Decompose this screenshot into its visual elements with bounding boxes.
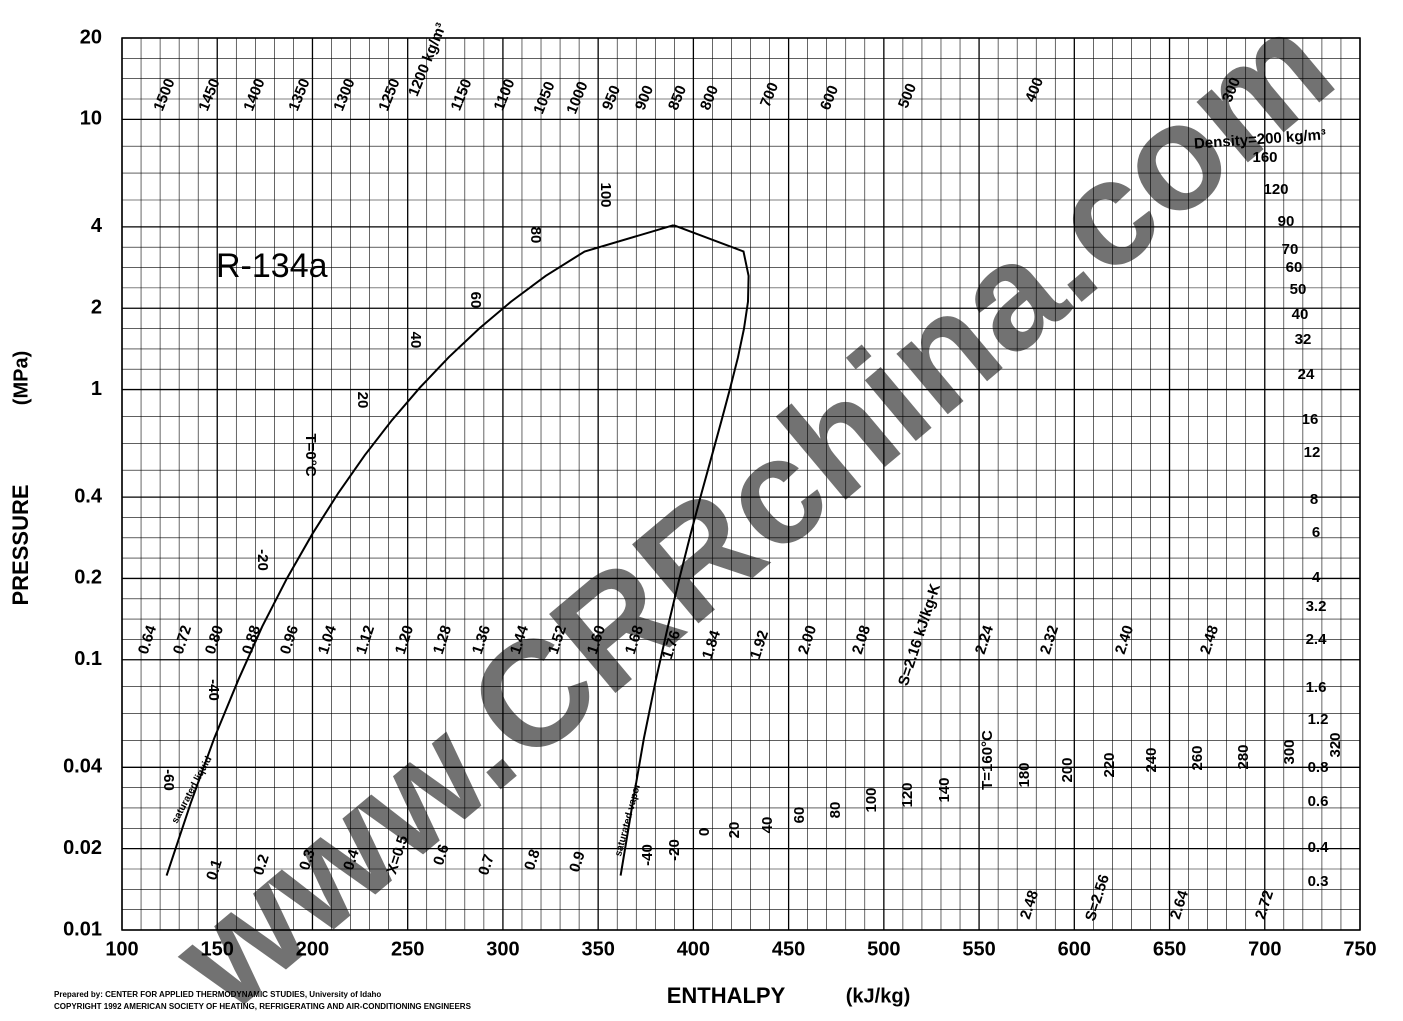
saturation-line — [165, 224, 674, 876]
annotation: 6 — [1312, 524, 1320, 541]
annotation: 60 — [1286, 259, 1303, 276]
y-tick-label: 0.4 — [74, 485, 103, 507]
annotation: 280 — [1235, 744, 1252, 769]
annotation: 0.8 — [1308, 759, 1329, 776]
annotation: 2.4 — [1306, 631, 1328, 648]
annotation: 0.4 — [340, 847, 363, 873]
annotation: 0.3 — [296, 847, 319, 872]
annotation: 320 — [1327, 732, 1344, 757]
annotation: -40 — [205, 679, 222, 701]
annotation: 20 — [726, 822, 743, 839]
x-tick-label: 600 — [1058, 938, 1091, 960]
annotation: 40 — [407, 332, 424, 349]
y-axis-label: PRESSURE — [8, 484, 33, 605]
x-tick-label: 500 — [867, 938, 900, 960]
x-tick-label: 350 — [581, 938, 614, 960]
x-axis-label: ENTHALPY — [667, 983, 786, 1008]
annotation: 12 — [1304, 444, 1321, 461]
annotation: -40 — [639, 844, 656, 866]
minor-grid — [122, 38, 1360, 930]
annotation: 0.4 — [1308, 839, 1330, 856]
annotation: 80 — [827, 802, 844, 819]
y-tick-label: 0.2 — [74, 567, 102, 589]
annotation: 60 — [467, 292, 484, 309]
annotation: 120 — [1263, 181, 1288, 198]
chart-title: R-134a — [216, 247, 328, 285]
annotation: 0.6 — [430, 842, 453, 867]
annotation: 240 — [1143, 747, 1160, 772]
x-axis-unit: (kJ/kg) — [846, 985, 910, 1007]
annotation: 20 — [354, 392, 371, 409]
annotation: 260 — [1189, 745, 1206, 770]
annotation: 50 — [1290, 281, 1307, 298]
annotation: 16 — [1302, 411, 1319, 428]
annotation: 200 — [1059, 757, 1076, 782]
annotation: 140 — [936, 777, 953, 802]
y-tick-label: 0.01 — [63, 918, 102, 940]
annotation: 40 — [759, 817, 776, 834]
credit: Prepared by: CENTER FOR APPLIED THERMODY… — [54, 990, 381, 999]
x-tick-label: 400 — [677, 938, 710, 960]
annotation: 180 — [1016, 762, 1033, 787]
annotation: 0.1 — [203, 857, 226, 882]
y-tick-label: 4 — [91, 215, 103, 237]
plot-frame — [121, 37, 1361, 931]
annotation: 8 — [1310, 491, 1318, 508]
annotation: 160 — [1252, 149, 1277, 166]
annotation: 0 — [696, 828, 713, 836]
annotation: 60 — [791, 807, 808, 824]
annotation: 90 — [1278, 213, 1295, 230]
saturation-line — [619, 224, 750, 876]
annotation: 0.8 — [521, 847, 544, 872]
annotation: 300 — [1281, 739, 1298, 764]
x-tick-label: 150 — [201, 938, 234, 960]
x-tick-label: 750 — [1343, 938, 1376, 960]
annotation: -20 — [666, 839, 683, 861]
x-tick-label: 450 — [772, 938, 805, 960]
annotation: 4 — [1312, 569, 1321, 586]
x-tick-label: 250 — [391, 938, 424, 960]
annotation: 70 — [1282, 241, 1299, 258]
x-tick-label: 700 — [1248, 938, 1281, 960]
copyright: COPYRIGHT 1992 AMERICAN SOCIETY OF HEATI… — [54, 1002, 472, 1011]
annotation: 220 — [1101, 752, 1118, 777]
annotation: 32 — [1295, 331, 1312, 348]
annotation: 0.7 — [475, 852, 498, 877]
annotation: 40 — [1292, 306, 1309, 323]
annotation: 1.2 — [1308, 711, 1329, 728]
annotation: -60 — [160, 769, 177, 791]
annotation: 0.6 — [1308, 793, 1329, 810]
annotation: T=0°C — [302, 433, 319, 476]
y-tick-label: 10 — [80, 108, 102, 130]
x-tick-label: 650 — [1153, 938, 1186, 960]
y-tick-label: 2 — [91, 296, 102, 318]
x-tick-label: 550 — [962, 938, 995, 960]
y-tick-label: 0.04 — [63, 756, 103, 778]
annotation: 0.9 — [566, 849, 589, 874]
y-axis-unit: (MPa) — [10, 351, 32, 405]
annotation: 0.3 — [1308, 873, 1329, 890]
annotation: 100 — [597, 182, 614, 207]
y-tick-label: 20 — [80, 26, 102, 48]
annotation: 0.2 — [250, 852, 273, 877]
y-tick-label: 1 — [91, 378, 102, 400]
annotation: 3.2 — [1306, 598, 1327, 615]
y-tick-label: 0.1 — [74, 648, 102, 670]
x-tick-label: 300 — [486, 938, 519, 960]
annotation: 24 — [1298, 366, 1315, 383]
annotation: 120 — [899, 782, 916, 807]
x-tick-label: 100 — [105, 938, 138, 960]
annotation: 100 — [863, 787, 880, 812]
annotation: 1.6 — [1306, 679, 1327, 696]
x-tick-label: 200 — [296, 938, 329, 960]
annotation: -20 — [254, 549, 271, 571]
annotation: 80 — [527, 227, 544, 244]
y-tick-label: 0.02 — [63, 837, 102, 859]
annotation: T=160°C — [979, 730, 996, 790]
